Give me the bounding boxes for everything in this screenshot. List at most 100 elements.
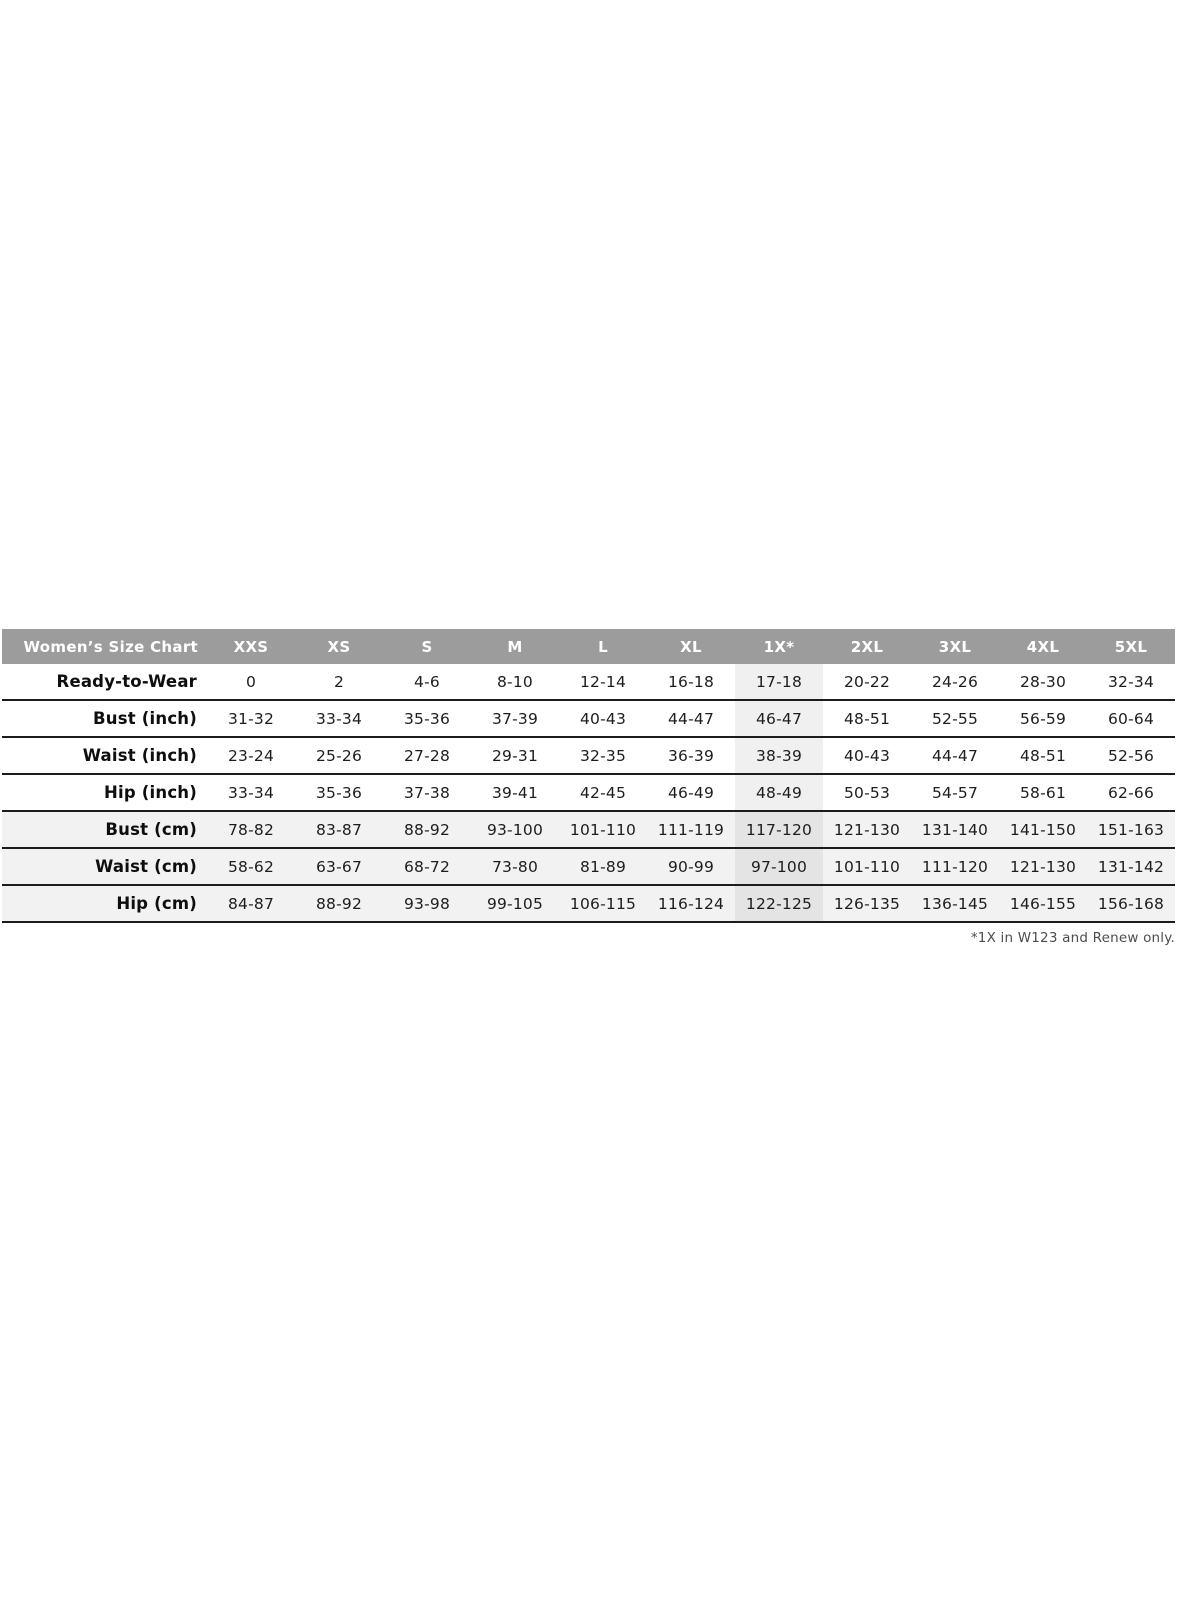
- size-cell: 28-30: [1019, 672, 1067, 691]
- size-cell: 4-6: [414, 672, 440, 691]
- table-row: Bust (inch) 31-32 33-34 35-36 37-39 40-43 44-4…: [2, 699, 1175, 737]
- row-label: Bust (inch): [2, 699, 207, 737]
- size-cell: 32-34: [1107, 672, 1155, 691]
- size-chart: Women’s Size Chart XXS XS S M L XL 1X* 2XL 3XL 4XL…: [2, 629, 1175, 946]
- size-cell: 44-47: [911, 736, 999, 774]
- size-cell: 42-45: [559, 773, 647, 811]
- size-cell: 33-34: [207, 773, 295, 811]
- size-cell: 136-145: [911, 884, 999, 923]
- size-cell: 58-61: [999, 773, 1087, 811]
- size-cell: 52-55: [911, 699, 999, 737]
- size-cell: 93-100: [471, 810, 559, 848]
- size-cell: 88-92: [295, 884, 383, 923]
- table-row: Waist (inch) 23-24 25-26 27-28 29-31 32-35 36-…: [2, 736, 1175, 774]
- size-cell: 31-32: [207, 699, 295, 737]
- size-cell: 48-51: [823, 699, 911, 737]
- table-row: Waist (cm) 58-62 63-67 68-72 73-80 81-89 90-99…: [2, 847, 1175, 885]
- size-cell: 40-43: [559, 699, 647, 737]
- size-cell: 25-26: [295, 736, 383, 774]
- size-cell: 146-155: [999, 884, 1087, 923]
- size-cell: 38-39: [735, 736, 823, 774]
- size-col-header-4xl: 4XL: [999, 629, 1087, 664]
- table-row: Hip (cm) 84-87 88-92 93-98 99-105 106-115 116-…: [2, 884, 1175, 923]
- size-cell: 151-163: [1087, 810, 1175, 848]
- size-cell: 111-120: [911, 847, 999, 885]
- size-cell: 58-62: [207, 847, 295, 885]
- size-cell: 84-87: [207, 884, 295, 923]
- size-cell: 116-124: [647, 884, 735, 923]
- size-col-header-1x: 1X*: [735, 629, 823, 664]
- size-cell: 141-150: [999, 810, 1087, 848]
- size-cell: 0: [245, 672, 257, 691]
- size-cell: 81-89: [559, 847, 647, 885]
- size-cell: 35-36: [383, 699, 471, 737]
- size-cell: 106-115: [559, 884, 647, 923]
- size-cell: 99-105: [471, 884, 559, 923]
- row-label: Hip (cm): [2, 884, 207, 923]
- size-cell: 88-92: [383, 810, 471, 848]
- size-cell: 121-130: [823, 810, 911, 848]
- size-cell: 40-43: [823, 736, 911, 774]
- size-cell: 46-47: [735, 699, 823, 737]
- row-label: Bust (cm): [2, 810, 207, 848]
- size-cell: 2: [333, 672, 345, 691]
- size-cell: 78-82: [207, 810, 295, 848]
- size-cell: 156-168: [1087, 884, 1175, 923]
- size-cell: 60-64: [1087, 699, 1175, 737]
- size-cell: 46-49: [647, 773, 735, 811]
- table-row: Hip (inch) 33-34 35-36 37-38 39-41 42-45 46-49…: [2, 773, 1175, 811]
- size-chart-table: Women’s Size Chart XXS XS S M L XL 1X* 2XL 3XL 4XL…: [2, 629, 1175, 923]
- size-cell: 54-57: [911, 773, 999, 811]
- size-cell: 63-67: [295, 847, 383, 885]
- size-cell: 111-119: [647, 810, 735, 848]
- size-cell: 20-22: [843, 672, 891, 691]
- size-cell: 101-110: [559, 810, 647, 848]
- size-cell: 37-39: [471, 699, 559, 737]
- size-col-header-l: L: [559, 629, 647, 664]
- size-cell: 44-47: [647, 699, 735, 737]
- size-cell: 68-72: [383, 847, 471, 885]
- size-cell: 23-24: [207, 736, 295, 774]
- size-cell: 39-41: [471, 773, 559, 811]
- size-col-header-5xl: 5XL: [1087, 629, 1175, 664]
- table-row: Bust (cm) 78-82 83-87 88-92 93-100 101-110 111…: [2, 810, 1175, 848]
- size-cell: 90-99: [647, 847, 735, 885]
- size-cell: 12-14: [579, 672, 627, 691]
- size-cell: 32-35: [559, 736, 647, 774]
- size-cell: 35-36: [295, 773, 383, 811]
- row-label: Ready-to-Wear: [56, 672, 197, 691]
- table-body: Ready-to-Wear 0 2 4-6 8-10 12-14 16-18 17-18 20-…: [2, 664, 1175, 923]
- size-cell: 48-49: [735, 773, 823, 811]
- size-cell: 97-100: [735, 847, 823, 885]
- size-cell: 83-87: [295, 810, 383, 848]
- size-cell: 16-18: [667, 672, 715, 691]
- size-cell: 17-18: [735, 664, 823, 700]
- size-cell: 37-38: [383, 773, 471, 811]
- size-col-header-2xl: 2XL: [823, 629, 911, 664]
- size-cell: 56-59: [999, 699, 1087, 737]
- size-cell: 131-142: [1087, 847, 1175, 885]
- size-col-header-s: S: [383, 629, 471, 664]
- row-label: Hip (inch): [2, 773, 207, 811]
- size-col-header-3xl: 3XL: [911, 629, 999, 664]
- size-cell: 93-98: [383, 884, 471, 923]
- size-cell: 126-135: [823, 884, 911, 923]
- size-cell: 24-26: [931, 672, 979, 691]
- size-cell: 73-80: [471, 847, 559, 885]
- size-cell: 52-56: [1087, 736, 1175, 774]
- size-col-header-xl: XL: [647, 629, 735, 664]
- size-cell: 131-140: [911, 810, 999, 848]
- header-row: Women’s Size Chart XXS XS S M L XL 1X* 2XL 3XL 4XL…: [2, 629, 1175, 664]
- table-row: Ready-to-Wear 0 2 4-6 8-10 12-14 16-18 17-18 20-…: [2, 664, 1175, 700]
- chart-title: Women’s Size Chart: [2, 629, 207, 664]
- size-cell: 8-10: [497, 672, 533, 691]
- size-cell: 29-31: [471, 736, 559, 774]
- size-col-header-m: M: [471, 629, 559, 664]
- size-cell: 117-120: [735, 810, 823, 848]
- row-label: Waist (cm): [2, 847, 207, 885]
- size-cell: 27-28: [383, 736, 471, 774]
- size-cell: 33-34: [295, 699, 383, 737]
- size-cell: 62-66: [1087, 773, 1175, 811]
- size-cell: 36-39: [647, 736, 735, 774]
